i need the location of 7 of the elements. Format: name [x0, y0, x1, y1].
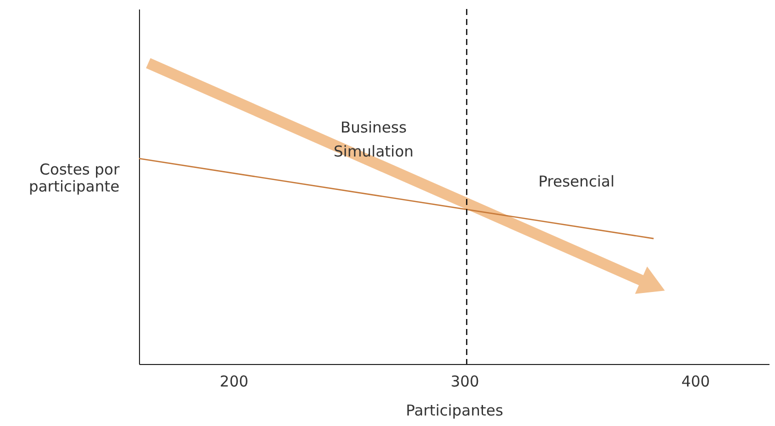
x-axis-title: Participantes [406, 402, 504, 420]
y-axis-title: Costes por participante [28, 160, 120, 196]
series-label: Business Simulation [334, 118, 414, 160]
x-tick-label: 200 [220, 372, 248, 390]
x-tick-label: 400 [681, 372, 710, 390]
x-tick-label: 300 [450, 372, 480, 390]
series-label: Presencial [538, 172, 615, 191]
